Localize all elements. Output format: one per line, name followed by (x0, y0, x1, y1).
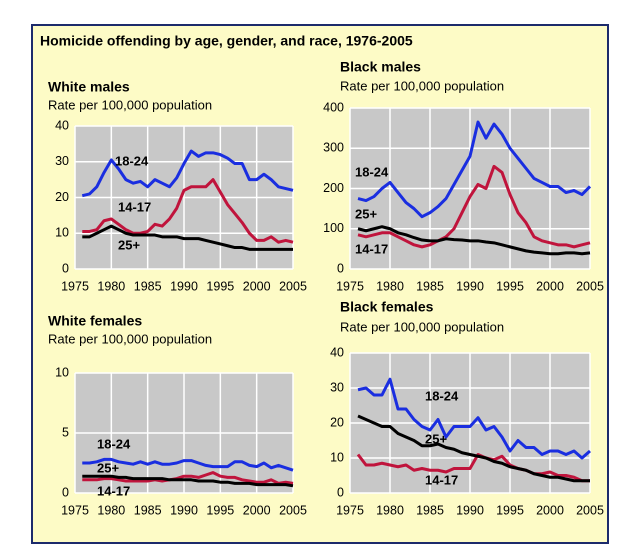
panel-subtitle: Rate per 100,000 population (48, 331, 212, 346)
y-tick-label: 20 (55, 190, 69, 204)
series-line (357, 414, 590, 483)
y-tick-label: 40 (55, 118, 69, 132)
x-tick-label: 1990 (170, 279, 198, 293)
y-tick-label: 20 (330, 415, 344, 429)
panel-title: White females (48, 313, 142, 329)
x-tick-label: 1995 (206, 503, 234, 517)
series-label: 14-17 (355, 241, 388, 256)
series-label: 14-17 (425, 472, 458, 487)
series-label: 14-17 (97, 483, 130, 498)
x-tick-label: 1975 (61, 279, 89, 293)
x-tick-label: 1990 (456, 503, 484, 517)
y-tick-label: 10 (330, 450, 344, 464)
series-label: 14-17 (118, 199, 151, 214)
panel-subtitle: Rate per 100,000 population (340, 319, 504, 334)
y-tick-label: 30 (330, 380, 344, 394)
y-tick-label: 40 (330, 345, 344, 359)
panel-title: Black males (340, 59, 421, 75)
x-tick-label: 2000 (536, 503, 564, 517)
y-tick-label: 400 (323, 100, 344, 114)
y-tick-label: 5 (62, 425, 69, 439)
series-label: 25+ (97, 460, 119, 475)
panel-subtitle: Rate per 100,000 population (340, 78, 504, 93)
x-tick-label: 2005 (576, 279, 604, 293)
series-label: 18-24 (97, 436, 131, 451)
x-tick-label: 1995 (206, 279, 234, 293)
x-tick-label: 2000 (243, 503, 271, 517)
series-label: 25+ (355, 206, 377, 221)
x-tick-label: 1980 (97, 503, 125, 517)
series-line (82, 224, 293, 251)
x-tick-label: 1975 (336, 279, 364, 293)
y-tick-label: 100 (323, 221, 344, 235)
x-tick-label: 2005 (279, 279, 307, 293)
panel-title: Black females (340, 299, 434, 315)
x-tick-label: 1985 (134, 503, 162, 517)
series-line (356, 453, 590, 483)
series-label: 25+ (118, 237, 140, 252)
y-tick-label: 30 (55, 154, 69, 168)
y-tick-label: 0 (337, 261, 344, 275)
x-tick-label: 2000 (243, 279, 271, 293)
series-line (82, 178, 294, 244)
series-label: 18-24 (115, 153, 149, 168)
y-tick-label: 10 (55, 226, 69, 240)
x-tick-label: 2005 (576, 503, 604, 517)
x-tick-label: 2005 (279, 503, 307, 517)
series-label: 18-24 (425, 388, 459, 403)
x-tick-label: 1980 (376, 503, 404, 517)
x-tick-label: 1975 (336, 503, 364, 517)
y-tick-label: 0 (62, 261, 69, 275)
series-label: 25+ (425, 431, 447, 446)
x-tick-label: 1990 (170, 503, 198, 517)
x-tick-label: 1980 (97, 279, 125, 293)
x-tick-label: 1985 (416, 279, 444, 293)
series-line (81, 149, 294, 198)
y-tick-label: 0 (337, 485, 344, 499)
series-line (357, 164, 591, 249)
series-label: 18-24 (355, 164, 389, 179)
y-tick-label: 300 (323, 141, 344, 155)
series-line (82, 471, 294, 485)
x-tick-label: 2000 (536, 279, 564, 293)
x-tick-label: 1975 (61, 503, 89, 517)
series-line (357, 225, 591, 256)
x-tick-label: 1985 (416, 503, 444, 517)
x-tick-label: 1995 (496, 279, 524, 293)
figure-title: Homicide offending by age, gender, and r… (40, 33, 413, 49)
y-tick-label: 10 (55, 365, 69, 379)
series-line (357, 377, 591, 460)
x-tick-label: 1995 (496, 503, 524, 517)
panel-title: White males (48, 79, 130, 95)
series-line (82, 474, 294, 488)
x-tick-label: 1980 (376, 279, 404, 293)
panel-subtitle: Rate per 100,000 population (48, 97, 212, 112)
y-tick-label: 0 (62, 485, 69, 499)
x-tick-label: 1990 (456, 279, 484, 293)
series-line (82, 457, 294, 472)
series-line (357, 120, 592, 219)
x-tick-label: 1985 (134, 279, 162, 293)
y-tick-label: 200 (323, 181, 344, 195)
